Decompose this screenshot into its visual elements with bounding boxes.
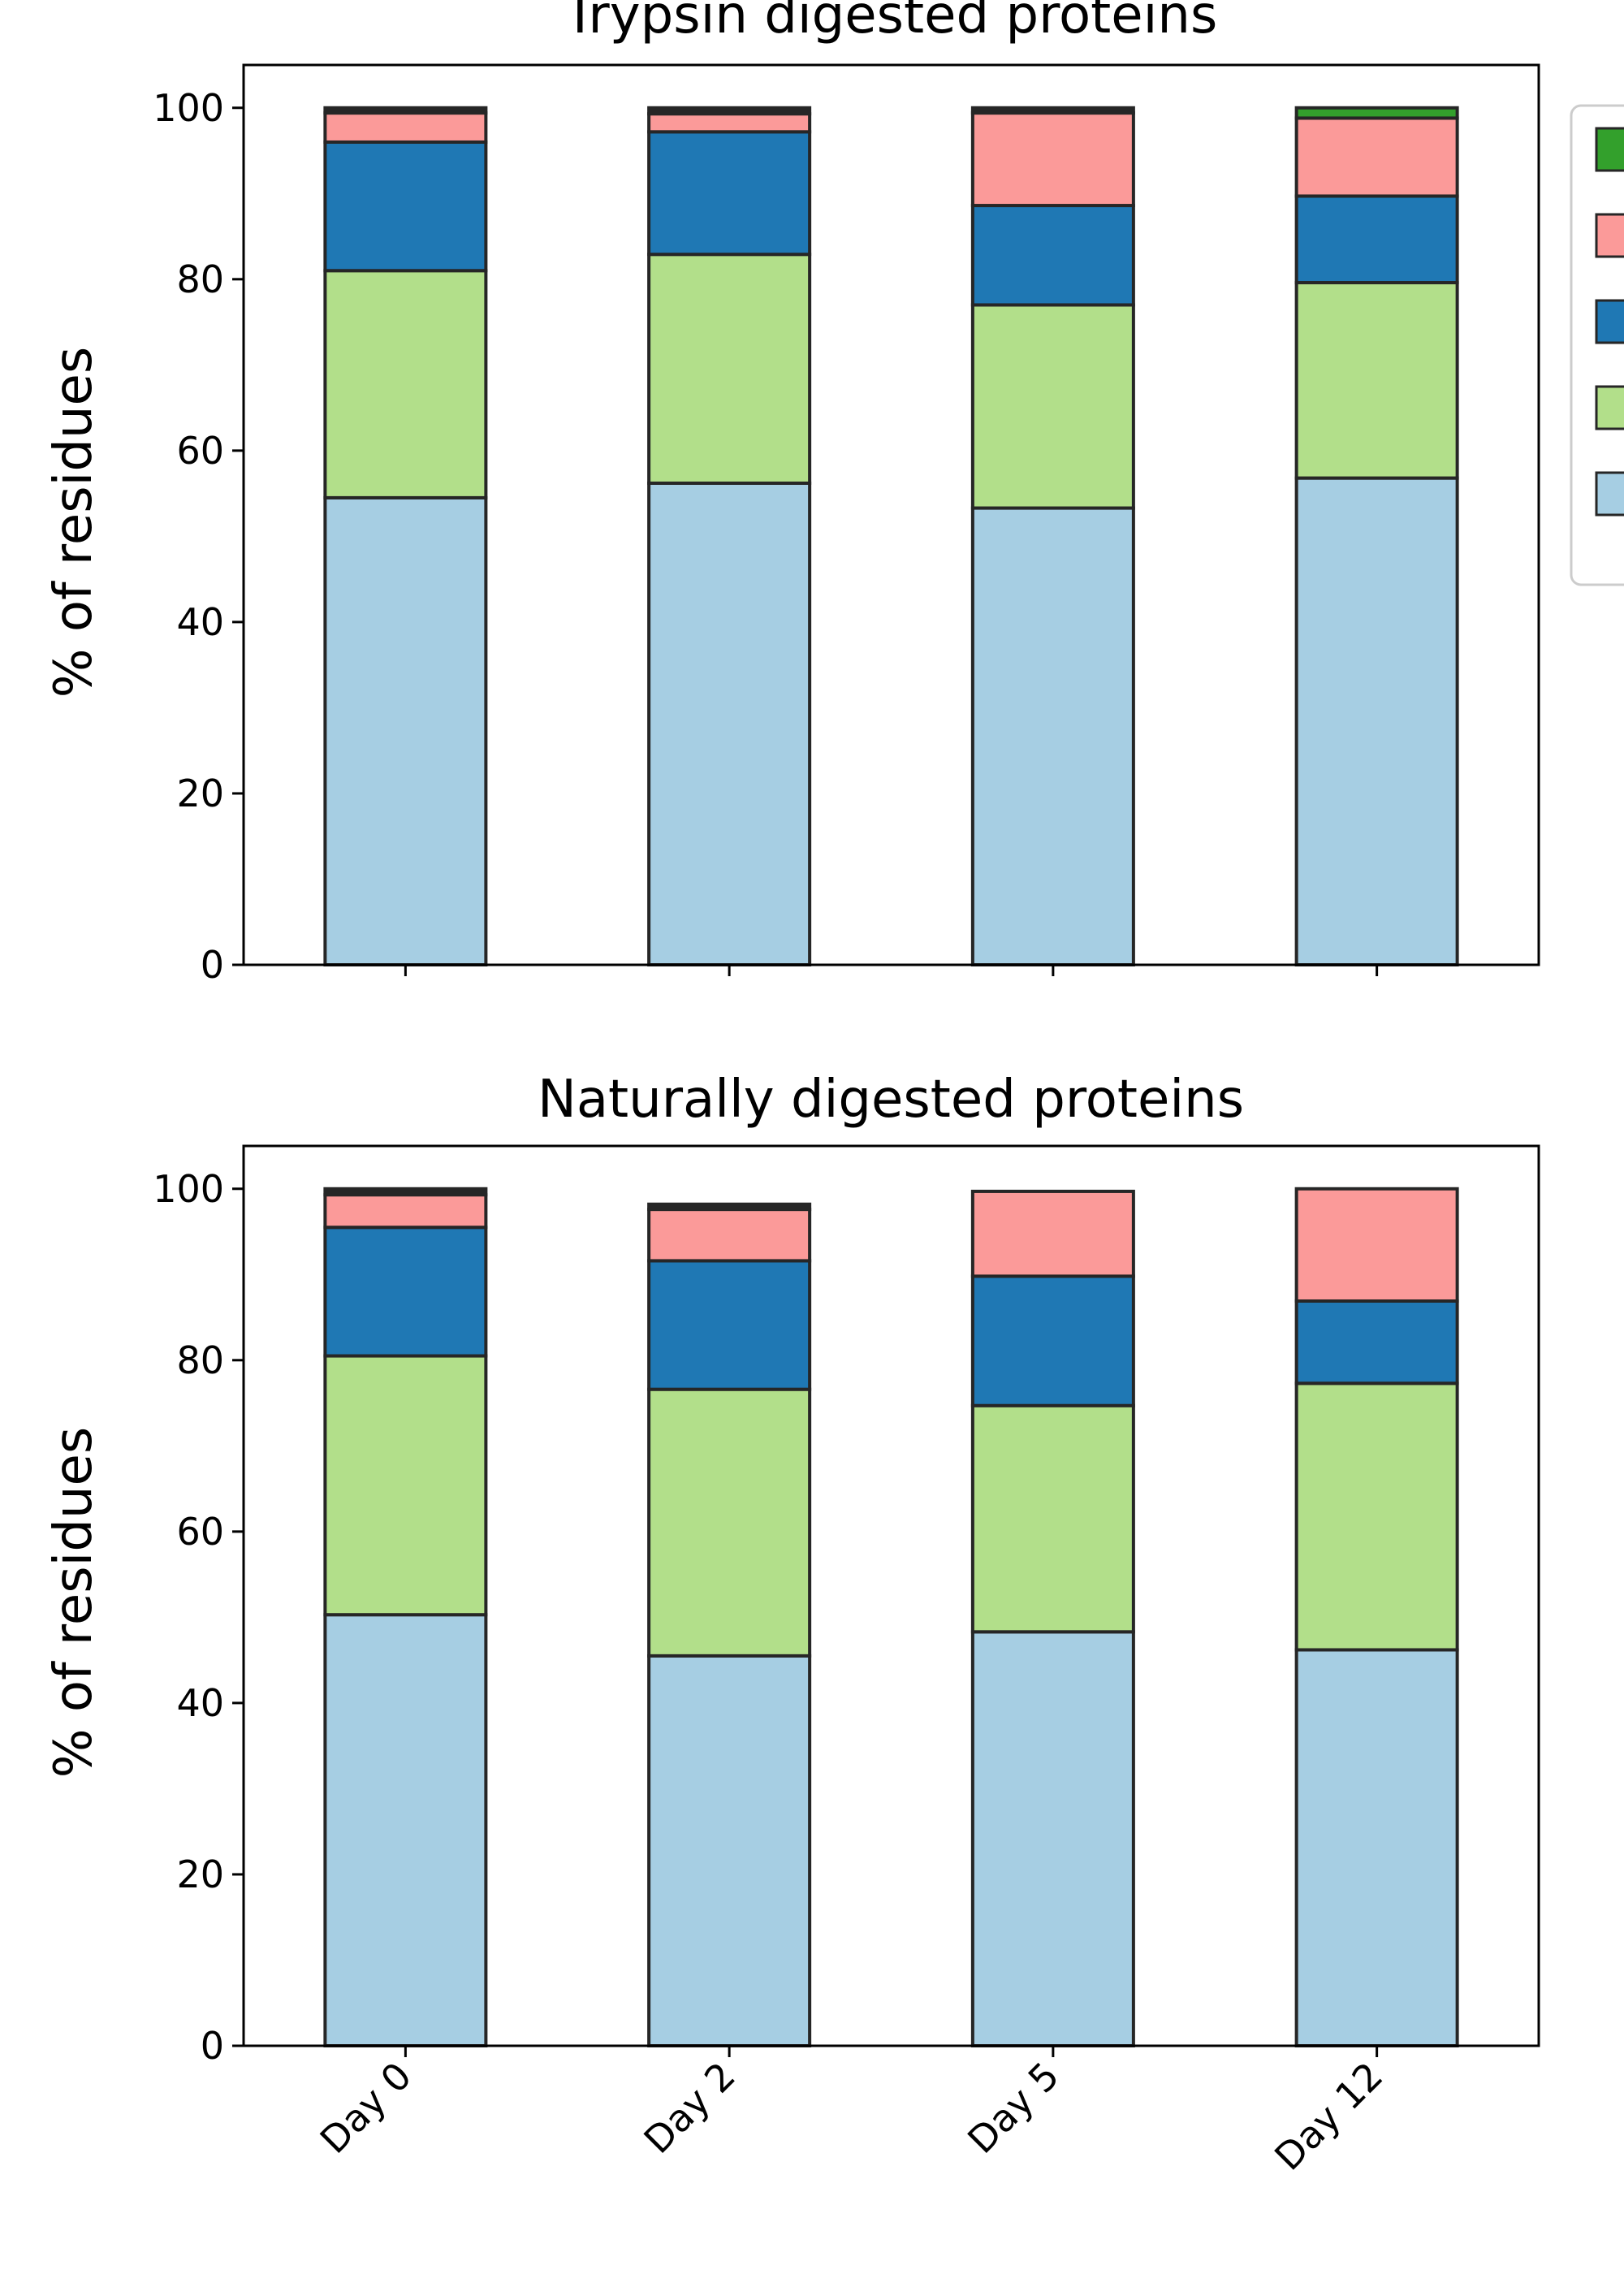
bar-segment-day-0-series-1 [323, 1354, 488, 1617]
trypsin-chart: Trypsin digested proteins % of residues … [44, 0, 1624, 987]
bar-segment-day-12-series-0 [1294, 476, 1459, 966]
legend-swatch-series-3 [1595, 213, 1624, 258]
bar-segment-day-12-series-1 [1294, 1381, 1459, 1652]
y-tick-label: 100 [153, 86, 224, 130]
bar-segment-day-5-series-3 [970, 1189, 1135, 1278]
bar-segment-day-2-series-3 [647, 112, 812, 134]
bar-segment-day-2-series-5 [647, 1202, 812, 1212]
y-tick-label: 20 [176, 1852, 224, 1896]
bar-segment-day-0-series-1 [323, 269, 488, 499]
bar-segment-day-5-series-2 [970, 1274, 1135, 1407]
trypsin-chart-title: Trypsin digested proteins [564, 0, 1218, 45]
y-tick-label: 0 [201, 943, 224, 987]
trypsin-chart-ylabel: % of residues [44, 347, 104, 698]
y-tick-label: 0 [201, 2024, 224, 2068]
y-tick-label: 60 [176, 1510, 224, 1554]
natural-chart-ylabel: % of residues [44, 1427, 104, 1779]
bar-segment-day-12-series-3 [1294, 116, 1459, 198]
y-tick-label: 40 [176, 600, 224, 644]
bar-segment-day-0-series-0 [323, 1613, 488, 2047]
y-tick-label: 80 [176, 1338, 224, 1382]
bar-segment-day-5-series-1 [970, 303, 1135, 510]
x-tick-label: Day 12 [1266, 2054, 1391, 2179]
y-tick-label: 80 [176, 257, 224, 301]
bar-segment-day-5-series-5 [970, 106, 1135, 115]
y-tick-label: 100 [153, 1167, 224, 1211]
bar-segment-day-5-series-1 [970, 1403, 1135, 1634]
y-tick-label: 60 [176, 429, 224, 473]
plot-frame [242, 1144, 1540, 2047]
bar-segment-day-0-series-2 [323, 140, 488, 273]
bar-segment-day-12-series-3 [1294, 1187, 1459, 1303]
bar-segment-day-2-series-2 [647, 1259, 812, 1391]
plot-frame [242, 63, 1540, 966]
bar-segment-day-12-series-2 [1294, 194, 1459, 285]
bar-segment-day-12-series-4 [1294, 106, 1459, 120]
bar-segment-day-0-series-0 [323, 495, 488, 966]
natural-chart: Naturally digested proteins % of residue… [44, 1070, 1540, 2179]
legend-swatch-series-1 [1595, 385, 1624, 430]
bar-segment-day-2-series-0 [647, 1654, 812, 2048]
bar-segment-day-5-series-3 [970, 111, 1135, 208]
legend-swatch-series-4 [1595, 127, 1624, 172]
bar-segment-day-2-series-0 [647, 481, 812, 966]
bar-segment-day-0-series-3 [323, 111, 488, 144]
x-tick-label: Day 0 [312, 2054, 420, 2162]
y-tick-label: 40 [176, 1681, 224, 1725]
x-tick-label: Day 5 [959, 2054, 1067, 2162]
x-tick-label: Day 2 [635, 2054, 743, 2162]
bar-segment-day-5-series-0 [970, 506, 1135, 966]
bar-segment-day-2-series-1 [647, 1387, 812, 1658]
bar-segment-day-0-series-2 [323, 1226, 488, 1358]
bar-segment-day-12-series-2 [1294, 1299, 1459, 1386]
bar-segment-day-12-series-1 [1294, 281, 1459, 480]
natural-chart-title: Naturally digested proteins [538, 1070, 1244, 1130]
bar-segment-day-2-series-1 [647, 253, 812, 485]
bar-segment-day-2-series-5 [647, 106, 812, 116]
legend-swatch-series-2 [1595, 299, 1624, 344]
bar-segment-day-2-series-2 [647, 130, 812, 257]
bar-segment-day-2-series-3 [647, 1208, 812, 1263]
legend-swatch-series-0 [1595, 471, 1624, 517]
bar-segment-day-0-series-5 [323, 106, 488, 115]
bar-segment-day-5-series-2 [970, 204, 1135, 307]
bar-segment-day-0-series-3 [323, 1193, 488, 1230]
bar-segment-day-5-series-0 [970, 1630, 1135, 2047]
bar-segment-day-0-series-5 [323, 1187, 488, 1197]
bar-segment-day-12-series-0 [1294, 1648, 1459, 2047]
y-tick-label: 20 [176, 772, 224, 815]
